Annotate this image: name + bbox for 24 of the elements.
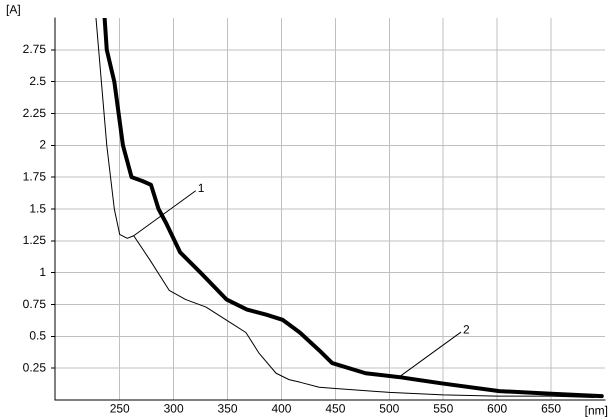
x-tick-label: 250 (110, 402, 130, 416)
y-tick-label: 1.5 (29, 201, 46, 216)
x-tick-label: 300 (164, 402, 184, 416)
y-axis-title: [A] (6, 2, 21, 16)
annotation: 2 (463, 322, 470, 336)
y-tick-label: 1 (39, 264, 46, 279)
x-axis-title: [nm] (584, 403, 608, 417)
x-tick-label: 450 (325, 402, 346, 416)
y-tick-label: 2.5 (29, 74, 46, 88)
x-tick-label: 500 (379, 402, 400, 416)
x-tick-label: 600 (487, 402, 508, 416)
x-tick-label: 650 (541, 402, 562, 416)
y-tick-label: 0.25 (22, 360, 46, 374)
y-tick-label: 2.75 (22, 42, 46, 56)
annotation: 1 (198, 181, 205, 196)
y-tick-label: 1.25 (22, 233, 46, 248)
x-tick-label: 400 (271, 402, 292, 416)
x-tick-label: 350 (218, 402, 238, 416)
x-tick-label: 550 (433, 402, 454, 416)
y-tick-label: 2 (39, 138, 46, 152)
y-tick-label: 2.25 (22, 106, 46, 120)
y-tick-label: 1.75 (22, 169, 46, 184)
y-tick-label: 0.5 (29, 328, 46, 343)
y-tick-label: 0.75 (22, 296, 46, 311)
